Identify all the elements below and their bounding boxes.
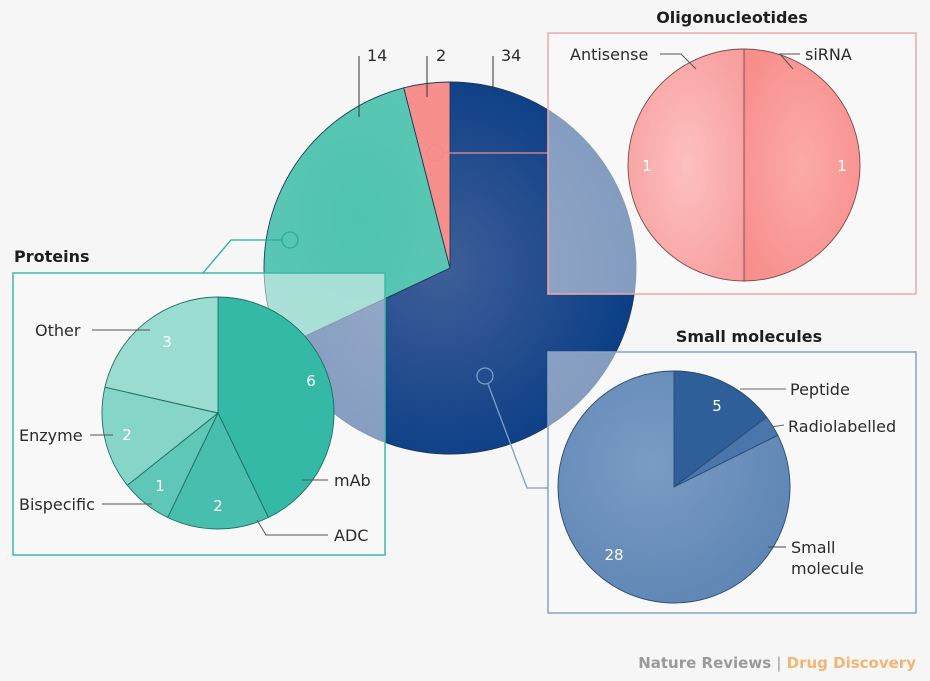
- oligonucleotides-callouts: Antisense siRNA: [570, 45, 852, 70]
- overview-label-proteins: 14: [367, 46, 387, 65]
- oligonucleotides-slice-antisense: [627, 48, 745, 282]
- proteins-value-enzyme: 2: [122, 426, 132, 444]
- credit-journal: Drug Discovery: [786, 654, 916, 672]
- oligonucleotides-label-antisense: Antisense: [570, 45, 648, 64]
- proteins-value-other: 3: [162, 333, 172, 351]
- small-molecules-value-small-molecule: 28: [604, 546, 623, 564]
- overview-label-small-molecules: 34: [501, 46, 521, 65]
- oligonucleotides-values: 1 1: [642, 157, 847, 175]
- small-molecules-label-small-molecule-2: molecule: [791, 559, 864, 578]
- connector-oligonucleotides: [426, 144, 548, 162]
- overview-callouts: 14 2 34: [358, 46, 521, 117]
- connector-proteins: [202, 231, 299, 274]
- small-molecules-values: 5 28: [604, 397, 721, 564]
- credit-publisher: Nature Reviews: [638, 654, 772, 672]
- proteins-pie: [101, 296, 335, 530]
- proteins-slice-mab: [217, 296, 335, 519]
- oligonucleotides-slice-sirna: [743, 48, 861, 282]
- credit-separator: |: [776, 654, 782, 672]
- proteins-label-bispecific: Bispecific: [19, 495, 95, 514]
- proteins-label-mab: mAb: [334, 471, 371, 490]
- oligonucleotides-value-antisense: 1: [642, 157, 652, 175]
- small-molecules-label-small-molecule-1: Small: [791, 538, 835, 557]
- proteins-label-enzyme: Enzyme: [19, 426, 83, 445]
- oligonucleotides-title: Oligonucleotides: [656, 8, 808, 27]
- proteins-value-mab: 6: [306, 372, 316, 390]
- proteins-value-bispecific: 1: [155, 477, 165, 495]
- proteins-label-adc: ADC: [334, 526, 368, 545]
- proteins-slice-enzyme: [101, 386, 220, 486]
- small-molecules-label-radiolabelled: Radiolabelled: [788, 417, 896, 436]
- oligonucleotides-value-sirna: 1: [837, 157, 847, 175]
- small-molecules-slice-small-molecule: [557, 370, 791, 604]
- proteins-value-adc: 2: [213, 497, 223, 515]
- small-molecules-slice-peptide: [673, 370, 768, 488]
- oligonucleotides-label-sirna: siRNA: [805, 45, 852, 64]
- small-molecules-pie: [557, 370, 791, 604]
- proteins-label-other: Other: [35, 321, 81, 340]
- connector-small-molecules: [476, 367, 548, 489]
- proteins-slice-adc: [167, 411, 269, 530]
- publication-credit: Nature Reviews | Drug Discovery: [638, 654, 916, 672]
- proteins-callouts: Other Enzyme Bispecific mAb ADC: [19, 321, 371, 545]
- proteins-slice-other: [104, 296, 219, 414]
- proteins-title: Proteins: [14, 247, 90, 266]
- small-molecules-label-peptide: Peptide: [790, 380, 850, 399]
- small-molecules-callouts: Peptide Radiolabelled Small molecule: [740, 380, 896, 578]
- small-molecules-value-peptide: 5: [712, 397, 722, 415]
- oligonucleotides-pie: [627, 48, 861, 282]
- proteins-values: 6 2 1 2 3: [122, 333, 316, 515]
- small-molecules-title: Small molecules: [676, 327, 822, 346]
- overview-label-oligonucleotides: 2: [436, 46, 446, 65]
